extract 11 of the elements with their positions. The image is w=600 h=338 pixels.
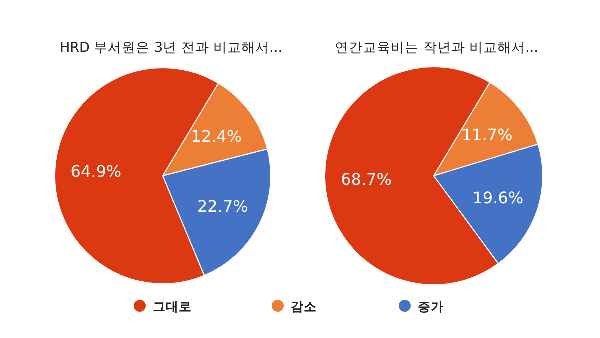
legend-label: 증가 xyxy=(418,299,444,314)
data-label: 68.7% xyxy=(341,170,392,190)
data-label: 64.9% xyxy=(70,162,122,182)
data-label: 11.7% xyxy=(462,125,513,144)
data-label: 22.7% xyxy=(198,196,248,216)
chart-title: HRD 부서원은 3년 전과 비교해서... xyxy=(60,40,283,56)
data-label: 12.4% xyxy=(191,127,242,146)
chart-title: 연간교육비는 작년과 비교해서... xyxy=(335,40,538,56)
legend-label: 그대로 xyxy=(153,299,192,314)
data-label: 19.6% xyxy=(472,188,524,208)
legend-label: 감소 xyxy=(291,299,317,314)
